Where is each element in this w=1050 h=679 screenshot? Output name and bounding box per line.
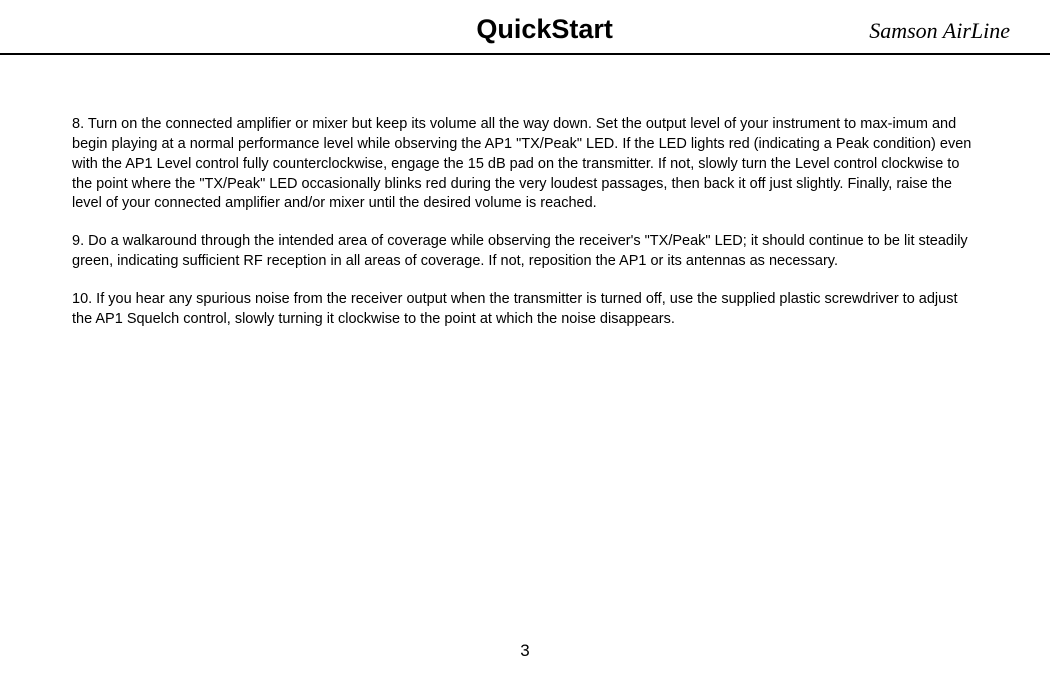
brand-name: Samson AirLine bbox=[869, 18, 1010, 44]
instruction-step-9: 9. Do a walkaround through the intended … bbox=[72, 232, 978, 272]
instruction-step-8: 8. Turn on the connected amplifier or mi… bbox=[72, 115, 978, 214]
page-content: 8. Turn on the connected amplifier or mi… bbox=[0, 55, 1050, 330]
instruction-step-10: 10. If you hear any spurious noise from … bbox=[72, 290, 978, 330]
page-number: 3 bbox=[0, 641, 1050, 661]
page-header: QuickStart Samson AirLine bbox=[0, 0, 1050, 55]
page-title: QuickStart bbox=[40, 14, 869, 45]
